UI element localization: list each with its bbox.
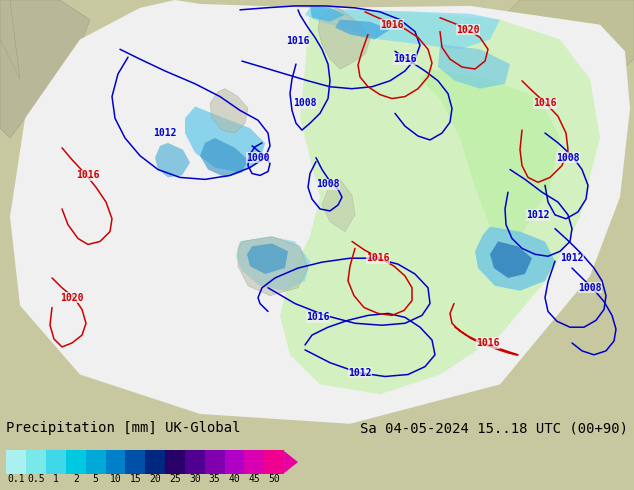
Text: 1012: 1012 [153, 128, 177, 138]
Text: 1008: 1008 [578, 283, 602, 293]
Polygon shape [420, 69, 560, 237]
Polygon shape [238, 237, 308, 295]
Polygon shape [236, 237, 310, 291]
Polygon shape [475, 227, 555, 291]
Bar [26, 450, 46, 474]
Text: 1012: 1012 [348, 368, 372, 377]
Text: 50: 50 [268, 474, 280, 484]
Text: 1016: 1016 [366, 253, 390, 263]
Bar [66, 450, 86, 474]
Polygon shape [280, 10, 600, 394]
Bar [205, 450, 224, 474]
Text: 1008: 1008 [316, 179, 340, 189]
Polygon shape [284, 451, 298, 473]
Polygon shape [318, 8, 370, 69]
Polygon shape [335, 20, 390, 39]
Text: 20: 20 [149, 474, 161, 484]
Text: 30: 30 [189, 474, 201, 484]
Polygon shape [540, 237, 634, 434]
Polygon shape [155, 143, 190, 177]
Text: 1: 1 [53, 474, 59, 484]
Polygon shape [200, 138, 248, 177]
Bar [126, 450, 145, 474]
Text: 1016: 1016 [380, 20, 404, 29]
Text: 2: 2 [73, 474, 79, 484]
Bar [46, 450, 66, 474]
Text: 5: 5 [93, 474, 98, 484]
Polygon shape [0, 0, 20, 79]
Polygon shape [438, 45, 510, 89]
Text: 1016: 1016 [76, 171, 100, 180]
Text: 45: 45 [249, 474, 260, 484]
Text: 25: 25 [169, 474, 181, 484]
Polygon shape [0, 0, 90, 138]
Text: 1016: 1016 [393, 54, 417, 64]
Text: 1016: 1016 [476, 338, 500, 348]
Bar [185, 450, 205, 474]
Text: 1016: 1016 [306, 312, 330, 322]
Text: Precipitation [mm] UK-Global: Precipitation [mm] UK-Global [6, 421, 241, 435]
Text: 1008: 1008 [294, 98, 317, 108]
Bar [6, 450, 26, 474]
Bar [224, 450, 245, 474]
Polygon shape [305, 8, 500, 49]
Text: 15: 15 [129, 474, 141, 484]
Bar [145, 450, 165, 474]
Bar [165, 450, 185, 474]
Polygon shape [185, 106, 265, 172]
Text: Sa 04-05-2024 15..18 UTC (00+90): Sa 04-05-2024 15..18 UTC (00+90) [359, 421, 628, 435]
Text: 1012: 1012 [560, 253, 584, 263]
Text: 0.5: 0.5 [27, 474, 45, 484]
Bar [86, 450, 105, 474]
Text: 1016: 1016 [286, 36, 310, 47]
Text: 1000: 1000 [246, 153, 269, 163]
Polygon shape [210, 89, 248, 133]
Bar [105, 450, 126, 474]
Text: 1016: 1016 [533, 98, 557, 108]
Polygon shape [500, 0, 634, 138]
Bar [245, 450, 264, 474]
Polygon shape [322, 179, 355, 232]
Text: 0.1: 0.1 [8, 474, 25, 484]
Text: 1020: 1020 [456, 24, 480, 35]
Text: 35: 35 [209, 474, 221, 484]
Text: 1008: 1008 [556, 153, 579, 163]
Text: 1012: 1012 [526, 210, 550, 220]
Bar [264, 450, 284, 474]
Polygon shape [490, 242, 532, 278]
Text: 1020: 1020 [60, 293, 84, 303]
Text: 40: 40 [229, 474, 240, 484]
Polygon shape [310, 5, 345, 22]
Text: 10: 10 [110, 474, 121, 484]
Polygon shape [10, 0, 630, 424]
Polygon shape [247, 244, 288, 274]
